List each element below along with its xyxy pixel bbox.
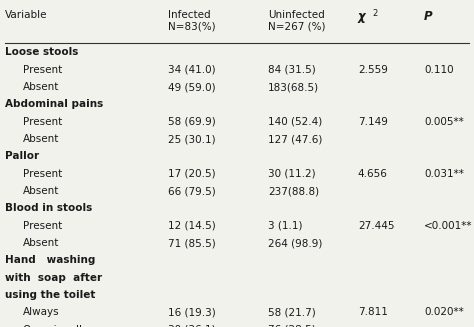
Text: 27.445: 27.445 [358,221,394,231]
Text: 7.149: 7.149 [358,117,388,127]
Text: 0.031**: 0.031** [424,169,464,179]
Text: P: P [424,10,433,23]
Text: 127 (47.6): 127 (47.6) [268,134,322,144]
Text: 58 (69.9): 58 (69.9) [168,117,216,127]
Text: Abdominal pains: Abdominal pains [5,99,103,110]
Text: 237(88.8): 237(88.8) [268,186,319,196]
Text: 66 (79.5): 66 (79.5) [168,186,216,196]
Text: 183(68.5): 183(68.5) [268,82,319,92]
Text: Present: Present [23,169,62,179]
Text: 4.656: 4.656 [358,169,388,179]
Text: with  soap  after: with soap after [5,273,102,283]
Text: Absent: Absent [23,134,59,144]
Text: 264 (98.9): 264 (98.9) [268,238,322,248]
Text: Blood in stools: Blood in stools [5,203,92,214]
Text: Uninfected
N=267 (%): Uninfected N=267 (%) [268,10,325,31]
Text: 76 (28.5): 76 (28.5) [268,325,316,327]
Text: 30 (11.2): 30 (11.2) [268,169,315,179]
Text: 140 (52.4): 140 (52.4) [268,117,322,127]
Text: 17 (20.5): 17 (20.5) [168,169,216,179]
Text: 84 (31.5): 84 (31.5) [268,65,316,75]
Text: Present: Present [23,221,62,231]
Text: 3 (1.1): 3 (1.1) [268,221,302,231]
Text: 49 (59.0): 49 (59.0) [168,82,216,92]
Text: using the toilet: using the toilet [5,290,95,300]
Text: 30 (36.1): 30 (36.1) [168,325,216,327]
Text: Absent: Absent [23,186,59,196]
Text: Absent: Absent [23,238,59,248]
Text: Pallor: Pallor [5,151,39,162]
Text: 0.020**: 0.020** [424,307,464,318]
Text: 2: 2 [372,9,377,18]
Text: 25 (30.1): 25 (30.1) [168,134,216,144]
Text: 34 (41.0): 34 (41.0) [168,65,216,75]
Text: Variable: Variable [5,10,47,20]
Text: 0.005**: 0.005** [424,117,464,127]
Text: Absent: Absent [23,82,59,92]
Text: <0.001**: <0.001** [424,221,473,231]
Text: χ: χ [358,10,365,23]
Text: 0.110: 0.110 [424,65,454,75]
Text: 71 (85.5): 71 (85.5) [168,238,216,248]
Text: Present: Present [23,117,62,127]
Text: 16 (19.3): 16 (19.3) [168,307,216,318]
Text: 12 (14.5): 12 (14.5) [168,221,216,231]
Text: 2.559: 2.559 [358,65,388,75]
Text: Present: Present [23,65,62,75]
Text: Loose stools: Loose stools [5,47,78,58]
Text: 58 (21.7): 58 (21.7) [268,307,316,318]
Text: Occasionally: Occasionally [23,325,89,327]
Text: Hand   washing: Hand washing [5,255,95,266]
Text: Infected
N=83(%): Infected N=83(%) [168,10,216,31]
Text: 7.811: 7.811 [358,307,388,318]
Text: Always: Always [23,307,59,318]
